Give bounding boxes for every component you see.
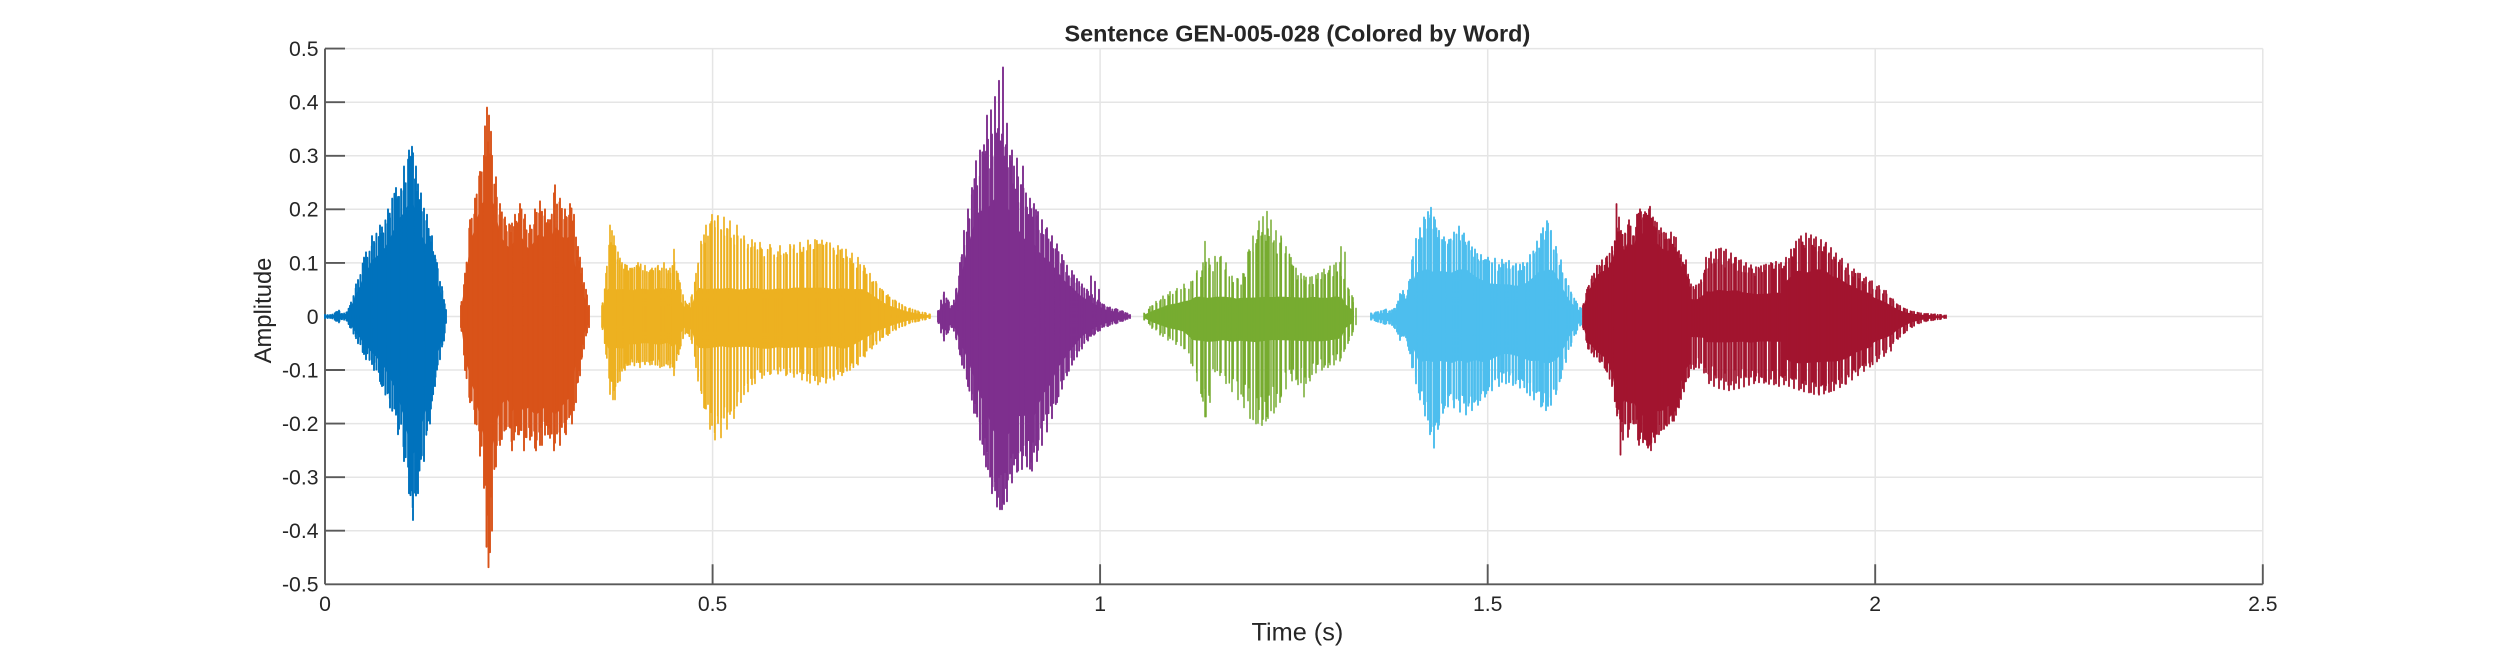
svg-text:0: 0	[319, 593, 331, 616]
svg-text:0.2: 0.2	[289, 199, 318, 222]
svg-text:0.4: 0.4	[289, 92, 319, 115]
svg-text:-0.4: -0.4	[282, 520, 319, 543]
svg-text:2.5: 2.5	[2248, 593, 2277, 616]
svg-text:Amplitude: Amplitude	[250, 258, 277, 364]
svg-text:-0.1: -0.1	[282, 359, 319, 382]
svg-text:-0.5: -0.5	[282, 574, 319, 597]
svg-text:0.5: 0.5	[289, 38, 318, 61]
svg-text:2: 2	[1869, 593, 1881, 616]
svg-text:1.5: 1.5	[1473, 593, 1502, 616]
svg-text:Sentence GEN-005-028 (Colored: Sentence GEN-005-028 (Colored by Word)	[1064, 21, 1530, 47]
svg-text:0.1: 0.1	[289, 252, 318, 275]
svg-text:-0.3: -0.3	[282, 467, 319, 490]
svg-text:Time (s): Time (s)	[1251, 619, 1343, 647]
svg-text:-0.2: -0.2	[282, 413, 319, 436]
svg-text:0: 0	[307, 306, 319, 329]
svg-text:1: 1	[1094, 593, 1106, 616]
svg-text:0.5: 0.5	[698, 593, 727, 616]
svg-text:0.3: 0.3	[289, 145, 318, 168]
